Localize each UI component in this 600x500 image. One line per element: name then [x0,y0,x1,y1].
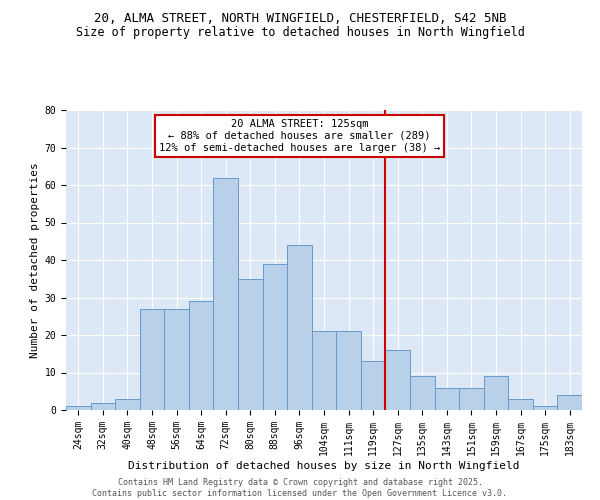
Text: Contains HM Land Registry data © Crown copyright and database right 2025.
Contai: Contains HM Land Registry data © Crown c… [92,478,508,498]
Bar [287,245,312,410]
Bar [164,308,189,410]
Bar [312,331,336,410]
Bar [459,388,484,410]
Bar [66,406,91,410]
Bar [361,361,385,410]
Bar [189,301,214,410]
Bar [238,279,263,410]
Bar [434,388,459,410]
Text: 20, ALMA STREET, NORTH WINGFIELD, CHESTERFIELD, S42 5NB: 20, ALMA STREET, NORTH WINGFIELD, CHESTE… [94,12,506,26]
Bar [410,376,434,410]
Bar [557,395,582,410]
Bar [484,376,508,410]
Bar [533,406,557,410]
Bar [115,399,140,410]
Bar [508,399,533,410]
Bar [214,178,238,410]
Bar [91,402,115,410]
X-axis label: Distribution of detached houses by size in North Wingfield: Distribution of detached houses by size … [128,460,520,470]
Bar [336,331,361,410]
Text: 20 ALMA STREET: 125sqm
← 88% of detached houses are smaller (289)
12% of semi-de: 20 ALMA STREET: 125sqm ← 88% of detached… [159,120,440,152]
Bar [140,308,164,410]
Text: Size of property relative to detached houses in North Wingfield: Size of property relative to detached ho… [76,26,524,39]
Bar [385,350,410,410]
Y-axis label: Number of detached properties: Number of detached properties [31,162,40,358]
Bar [263,264,287,410]
